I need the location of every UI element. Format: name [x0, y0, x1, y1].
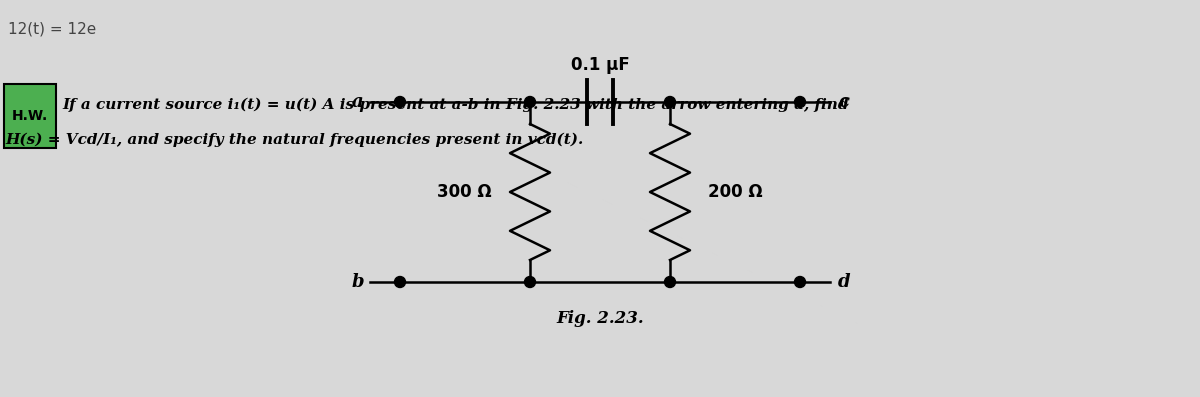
Circle shape — [395, 276, 406, 287]
Text: 12(t) = 12e: 12(t) = 12e — [8, 21, 96, 37]
Text: 200 Ω: 200 Ω — [708, 183, 763, 201]
Circle shape — [395, 96, 406, 108]
Circle shape — [665, 96, 676, 108]
Circle shape — [524, 276, 535, 287]
Text: d: d — [838, 273, 851, 291]
Text: H(s) = Vcd/I₁, and specify the natural frequencies present in vcd(t).: H(s) = Vcd/I₁, and specify the natural f… — [5, 133, 583, 147]
Text: c: c — [839, 93, 850, 111]
Text: Fig. 2.23.: Fig. 2.23. — [556, 310, 644, 327]
Text: If a current source i₁(t) = u(t) A is present at a-b in Fig. 2.23 with the arrow: If a current source i₁(t) = u(t) A is pr… — [62, 98, 848, 112]
Text: 0.1 μF: 0.1 μF — [571, 56, 629, 74]
Circle shape — [524, 96, 535, 108]
Text: a: a — [352, 93, 364, 111]
Circle shape — [665, 276, 676, 287]
FancyBboxPatch shape — [4, 84, 56, 148]
Text: 300 Ω: 300 Ω — [437, 183, 492, 201]
Circle shape — [794, 276, 805, 287]
Text: b: b — [352, 273, 365, 291]
Circle shape — [794, 96, 805, 108]
Text: H.W.: H.W. — [12, 109, 48, 123]
